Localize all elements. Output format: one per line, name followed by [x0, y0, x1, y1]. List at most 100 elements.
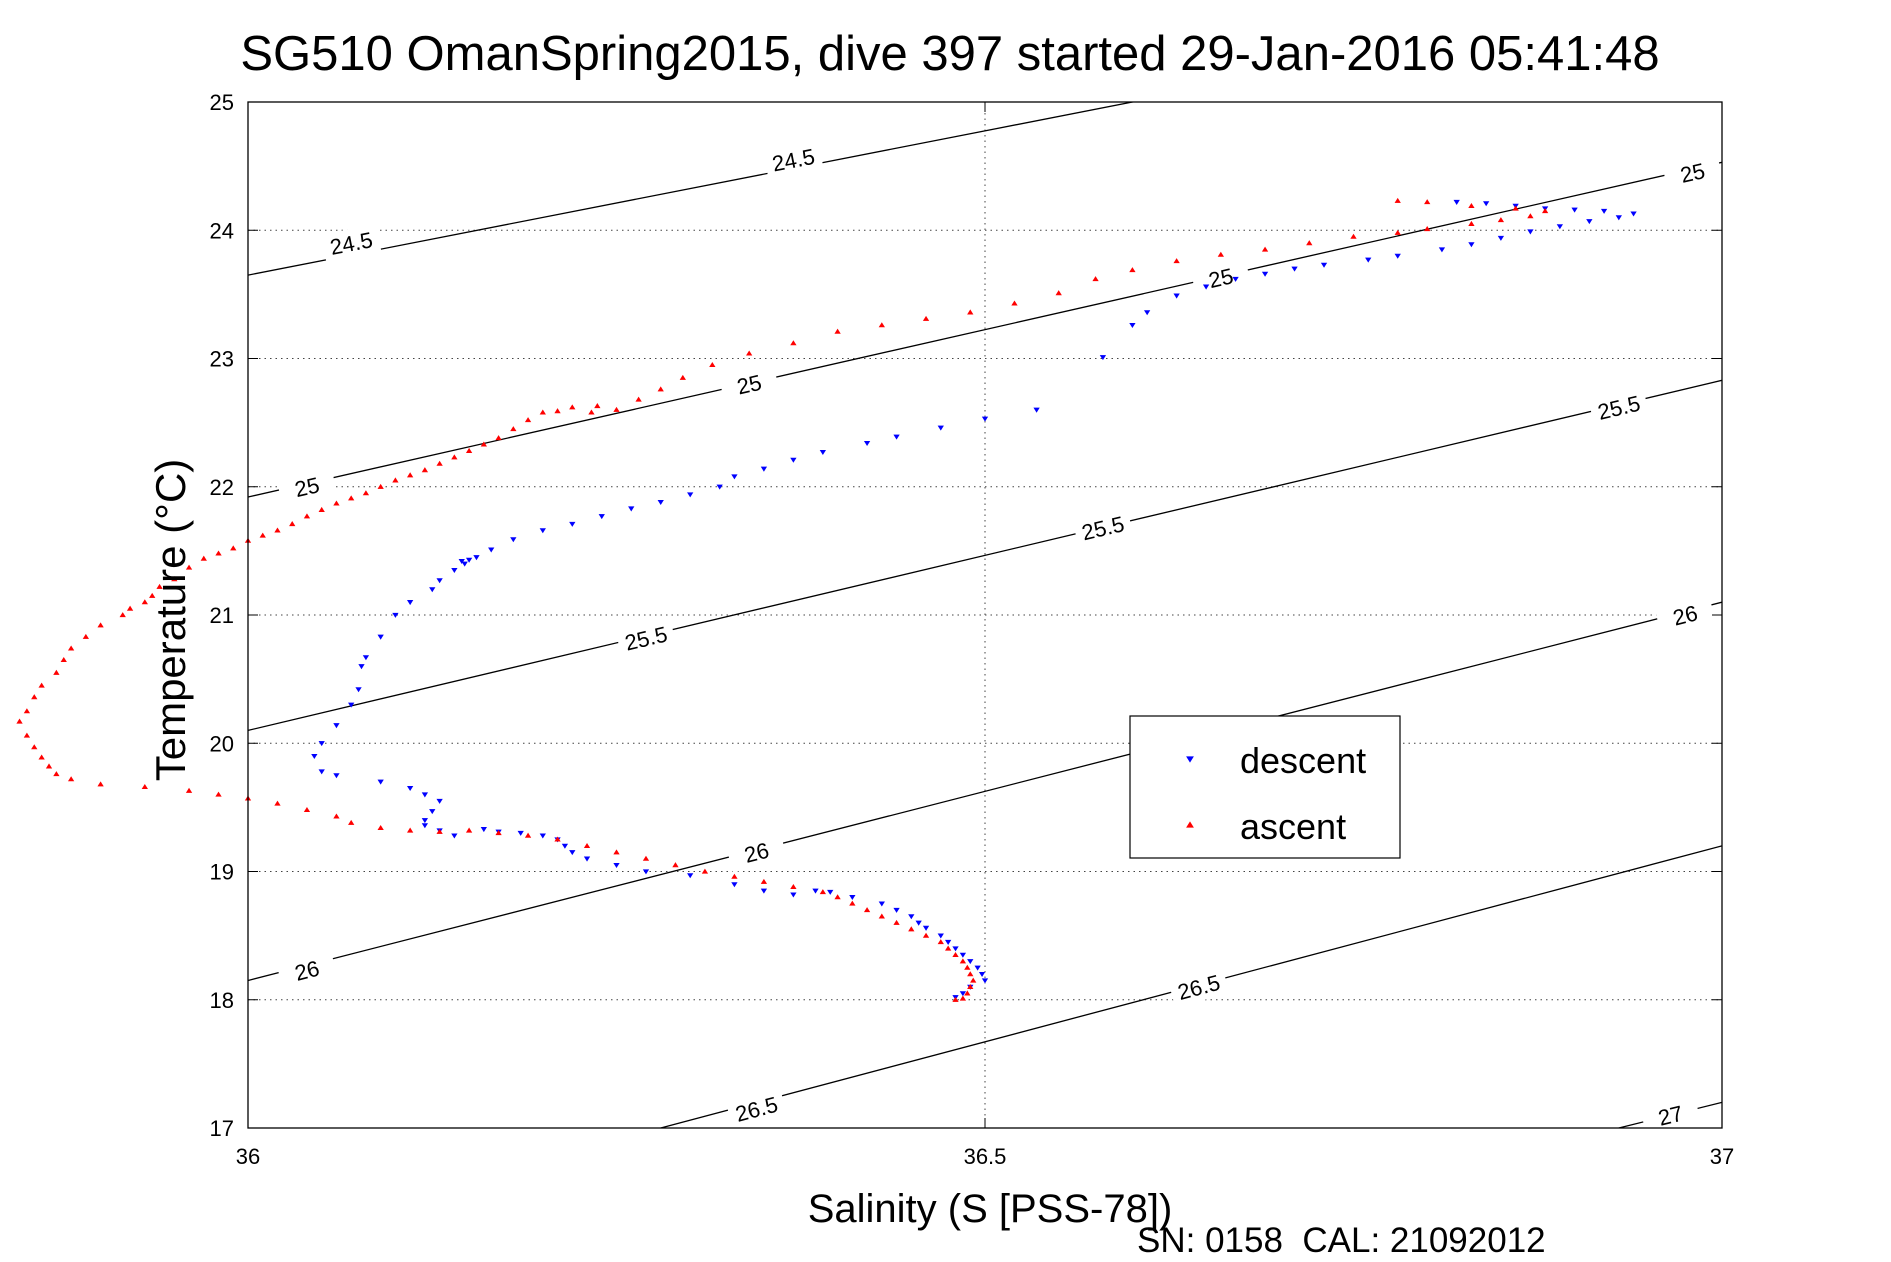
ascent-point [613, 406, 620, 412]
ascent-point [524, 417, 532, 423]
contour-label: 26 [1670, 600, 1700, 630]
x-tick-label: 36 [236, 1144, 260, 1169]
contour-label-bg [718, 364, 780, 405]
ascent-point [952, 996, 959, 1002]
ascent-point [1011, 300, 1018, 306]
ascent-point [1394, 229, 1401, 235]
ascent-point [1055, 290, 1062, 296]
ascent-point [893, 919, 900, 925]
ascent-point [333, 500, 340, 506]
y-tick-label: 20 [210, 731, 234, 756]
ascent-point [53, 669, 60, 675]
descent-point [488, 547, 495, 553]
ascent-point [635, 396, 642, 402]
descent-point [1033, 407, 1040, 413]
ascent-point [819, 889, 827, 895]
descent-point [362, 655, 370, 661]
descent-point [561, 843, 569, 849]
ascent-point [908, 926, 915, 932]
descent-point [1143, 310, 1151, 316]
ascent-point [185, 564, 193, 570]
descent-point [731, 474, 738, 480]
descent-point [981, 978, 989, 984]
descent-point [1291, 266, 1298, 272]
y-tick-label: 19 [210, 860, 234, 885]
ascent-point [156, 583, 163, 589]
descent-point [1453, 199, 1460, 205]
descent-point [436, 578, 443, 584]
descent-point [539, 833, 546, 839]
descent-point [790, 892, 797, 898]
ascent-point [377, 483, 384, 489]
ascent-point [406, 827, 414, 833]
descent-point [539, 528, 546, 534]
y-tick-label: 21 [210, 603, 234, 628]
ascent-point [1173, 258, 1180, 264]
descent-point [318, 741, 325, 747]
ascent-point [967, 984, 974, 990]
footer-serial-calibration: SN: 0158 CAL: 21092012 [1137, 1221, 1546, 1260]
descent-point [1497, 235, 1505, 241]
descent-point [1600, 208, 1608, 214]
ascent-point [959, 958, 967, 964]
ascent-point [495, 830, 502, 836]
y-tick-label: 23 [210, 347, 234, 372]
ascent-point [348, 495, 355, 501]
y-tick-label: 22 [210, 475, 234, 500]
ascent-point [878, 322, 885, 328]
descent-point [937, 933, 944, 939]
descent-point [348, 702, 355, 708]
descent-point [1099, 355, 1107, 361]
descent-point [908, 914, 915, 920]
contour-label: 26 [742, 838, 772, 868]
ascent-point [495, 435, 502, 441]
descent-point [569, 521, 576, 527]
descent-point [1527, 229, 1534, 235]
ascent-point [436, 460, 443, 466]
descent-point [827, 889, 834, 895]
ascent-point [318, 506, 325, 512]
ascent-point [149, 592, 156, 598]
ascent-point [746, 350, 753, 356]
ascent-point [451, 454, 458, 460]
ascent-point [303, 807, 311, 813]
ascent-point [1424, 226, 1431, 232]
descent-series [311, 199, 1637, 1001]
descent-point [436, 798, 443, 804]
descent-point [1586, 219, 1593, 225]
ascent-point [348, 819, 355, 825]
descent-point [1202, 284, 1210, 290]
contour-label-bg [725, 831, 788, 873]
ascent-point [510, 426, 517, 432]
contour-label-bg [1639, 1094, 1701, 1128]
ascent-point [53, 771, 60, 777]
ascent-point [1468, 202, 1475, 209]
contour-label-bg [1168, 966, 1230, 1008]
ascent-point [1541, 208, 1549, 214]
descent-point [421, 823, 429, 829]
descent-point [311, 753, 318, 759]
density-contours: 24.524.52525252525.525.525.526262626.526… [248, 102, 1722, 1128]
ascent-point [1217, 251, 1224, 257]
contour-line [248, 161, 1722, 498]
descent-point [358, 664, 365, 670]
descent-point [760, 888, 768, 894]
ascent-point [967, 971, 974, 977]
descent-point [377, 634, 384, 640]
ascent-point [141, 599, 148, 605]
descent-point [978, 971, 986, 978]
y-axis-label: Temperature (°C) [147, 459, 194, 782]
ascent-point [834, 328, 841, 334]
descent-point [406, 786, 414, 792]
descent-point [812, 888, 819, 894]
contour-label-bg [321, 223, 382, 263]
ascent-point [594, 403, 601, 409]
descent-point [959, 952, 967, 958]
descent-point [461, 561, 468, 567]
ascent-point [97, 781, 104, 787]
ascent-point [1350, 233, 1357, 239]
descent-point [915, 920, 922, 926]
contour-line [248, 102, 1136, 276]
contour-label-bg [1588, 387, 1650, 428]
